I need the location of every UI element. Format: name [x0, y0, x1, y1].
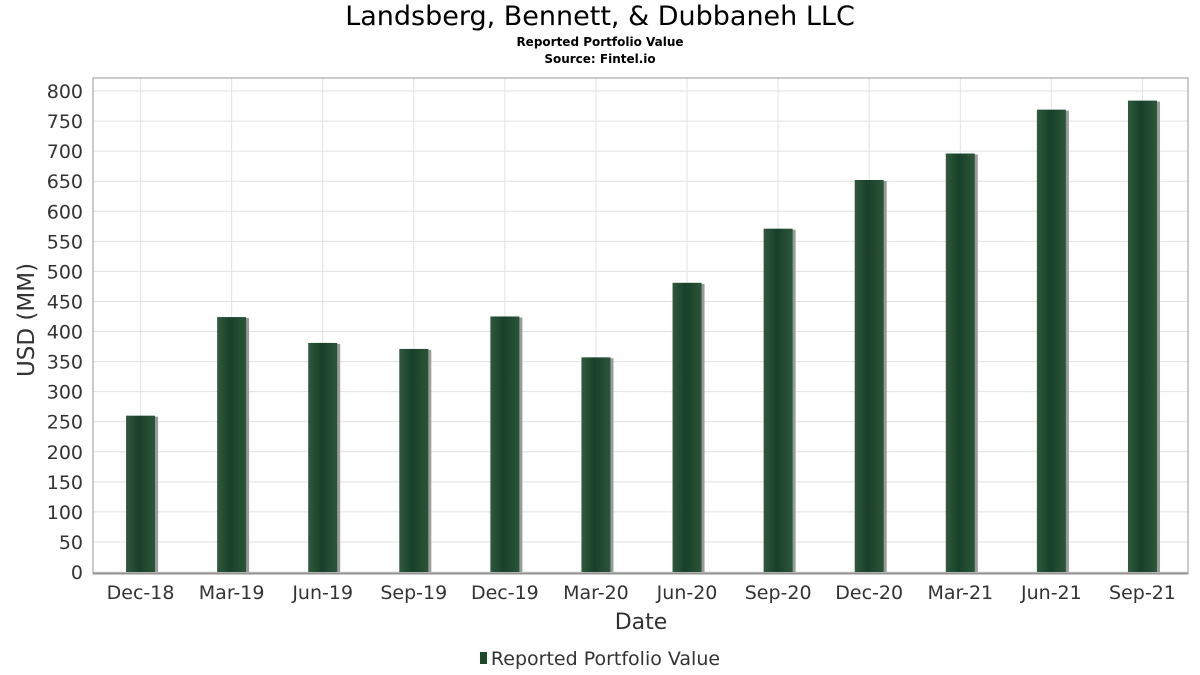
bar-body — [490, 316, 520, 572]
bars — [126, 100, 1160, 573]
x-tick-label: Dec-20 — [835, 582, 903, 604]
bar — [672, 282, 705, 572]
x-tick-label: Mar-20 — [563, 582, 629, 604]
bar-body — [308, 342, 338, 572]
chart-subtitle: Reported Portfolio Value — [516, 35, 684, 49]
bar — [490, 316, 523, 572]
bar-body — [854, 179, 884, 573]
y-tick-label: 350 — [47, 352, 83, 374]
bar-body — [126, 415, 156, 572]
x-tick-label: Sep-20 — [745, 582, 812, 604]
bar-body — [581, 357, 611, 572]
bar — [399, 348, 432, 572]
bar — [581, 357, 614, 572]
bar-body — [399, 348, 429, 572]
grid-lines — [93, 78, 1188, 574]
bar — [1036, 109, 1069, 573]
bar — [1127, 100, 1160, 573]
y-tick-label: 500 — [47, 261, 83, 283]
y-tick-label: 700 — [47, 141, 83, 163]
chart-source: Source: Fintel.io — [544, 52, 656, 66]
bar-body — [1036, 109, 1066, 573]
x-tick-label: Jun-20 — [656, 582, 718, 604]
x-tick-label: Sep-21 — [1109, 582, 1176, 604]
y-tick-label: 100 — [47, 502, 83, 524]
y-tick-label: 200 — [47, 442, 83, 464]
y-tick-label: 250 — [47, 412, 83, 434]
bar-body — [672, 282, 702, 572]
y-tick-label: 800 — [47, 81, 83, 103]
x-tick-label: Mar-19 — [199, 582, 265, 604]
legend: Reported Portfolio Value — [0, 648, 1200, 670]
chart-title: Landsberg, Bennett, & Dubbaneh LLC — [345, 1, 855, 32]
y-tick-label: 550 — [47, 231, 83, 253]
x-tick-label: Dec-18 — [107, 582, 175, 604]
bar-body — [1127, 100, 1157, 573]
y-tick-label: 50 — [59, 532, 83, 554]
legend-swatch — [479, 652, 487, 664]
y-tick-labels: 0 50 100 150 200 250 300 350 400 450 500 550 600 650 7… — [47, 81, 83, 584]
bar-body — [217, 317, 247, 572]
y-axis-label: USD (MM) — [14, 263, 40, 377]
bar — [308, 342, 341, 572]
bar — [126, 415, 159, 572]
y-tick-label: 600 — [47, 201, 83, 223]
bar — [217, 317, 250, 572]
legend-label: Reported Portfolio Value — [490, 648, 721, 670]
y-tick-label: 0 — [71, 562, 83, 584]
plot-area-frame — [92, 77, 1189, 575]
y-tick-label: 150 — [47, 472, 83, 494]
y-tick-label: 450 — [47, 291, 83, 313]
x-tick-label: Mar-21 — [927, 582, 993, 604]
bar-body — [763, 228, 793, 572]
bar — [854, 179, 887, 573]
x-tick-label: Jun-19 — [291, 582, 353, 604]
y-tick-label: 650 — [47, 171, 83, 193]
y-tick-label: 400 — [47, 322, 83, 344]
x-tick-labels: Dec-18 Mar-19 Jun-19 Sep-19 Dec-19 Mar-20 Jun-… — [107, 582, 1176, 604]
x-axis-label: Date — [615, 610, 668, 635]
x-tick-label: Dec-19 — [471, 582, 539, 604]
bar — [763, 228, 796, 572]
y-tick-label: 300 — [47, 382, 83, 404]
y-tick-label: 750 — [47, 111, 83, 133]
x-tick-label: Jun-21 — [1020, 582, 1082, 604]
bar-body — [945, 153, 975, 572]
bar — [945, 153, 978, 572]
x-tick-label: Sep-19 — [380, 582, 447, 604]
